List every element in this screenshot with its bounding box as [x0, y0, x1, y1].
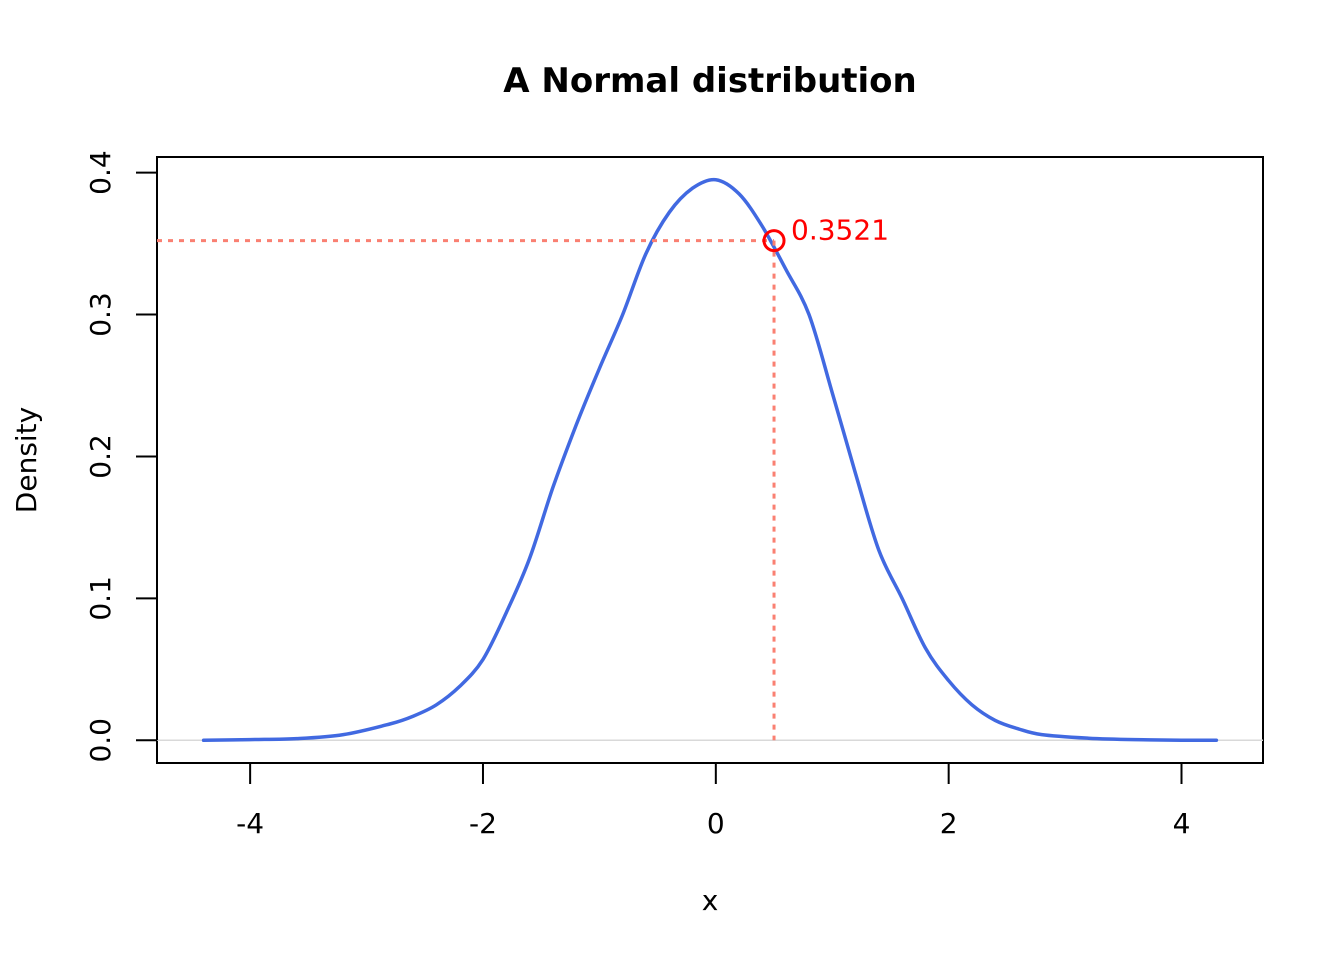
annotation: 0.3521: [157, 214, 889, 741]
x-tick-label: 4: [1173, 807, 1191, 840]
x-axis-label: x: [702, 884, 719, 917]
x-tick-label: 0: [707, 807, 725, 840]
x-tick-label: 2: [940, 807, 958, 840]
plot-frame: [156, 156, 1264, 764]
x-tick-label: -4: [236, 807, 264, 840]
highlight-point: [762, 229, 786, 253]
y-axis: 0.0 0.1 0.2 0.3 0.4: [84, 150, 158, 763]
x-axis: -4 -2 0 2 4: [236, 762, 1191, 840]
y-tick-label: 0.1: [84, 576, 117, 621]
y-axis-label: Density: [10, 407, 43, 513]
x-tick-label: -2: [469, 807, 497, 840]
y-tick-label: 0.4: [84, 150, 117, 195]
density-series: [201, 177, 1219, 743]
y-tick-label: 0.2: [84, 434, 117, 479]
y-tick-label: 0.3: [84, 292, 117, 337]
chart-title: A Normal distribution: [503, 61, 917, 101]
y-tick-label: 0.0: [84, 718, 117, 763]
density-line: [201, 177, 1219, 743]
highlight-value-label: 0.3521: [791, 214, 889, 247]
